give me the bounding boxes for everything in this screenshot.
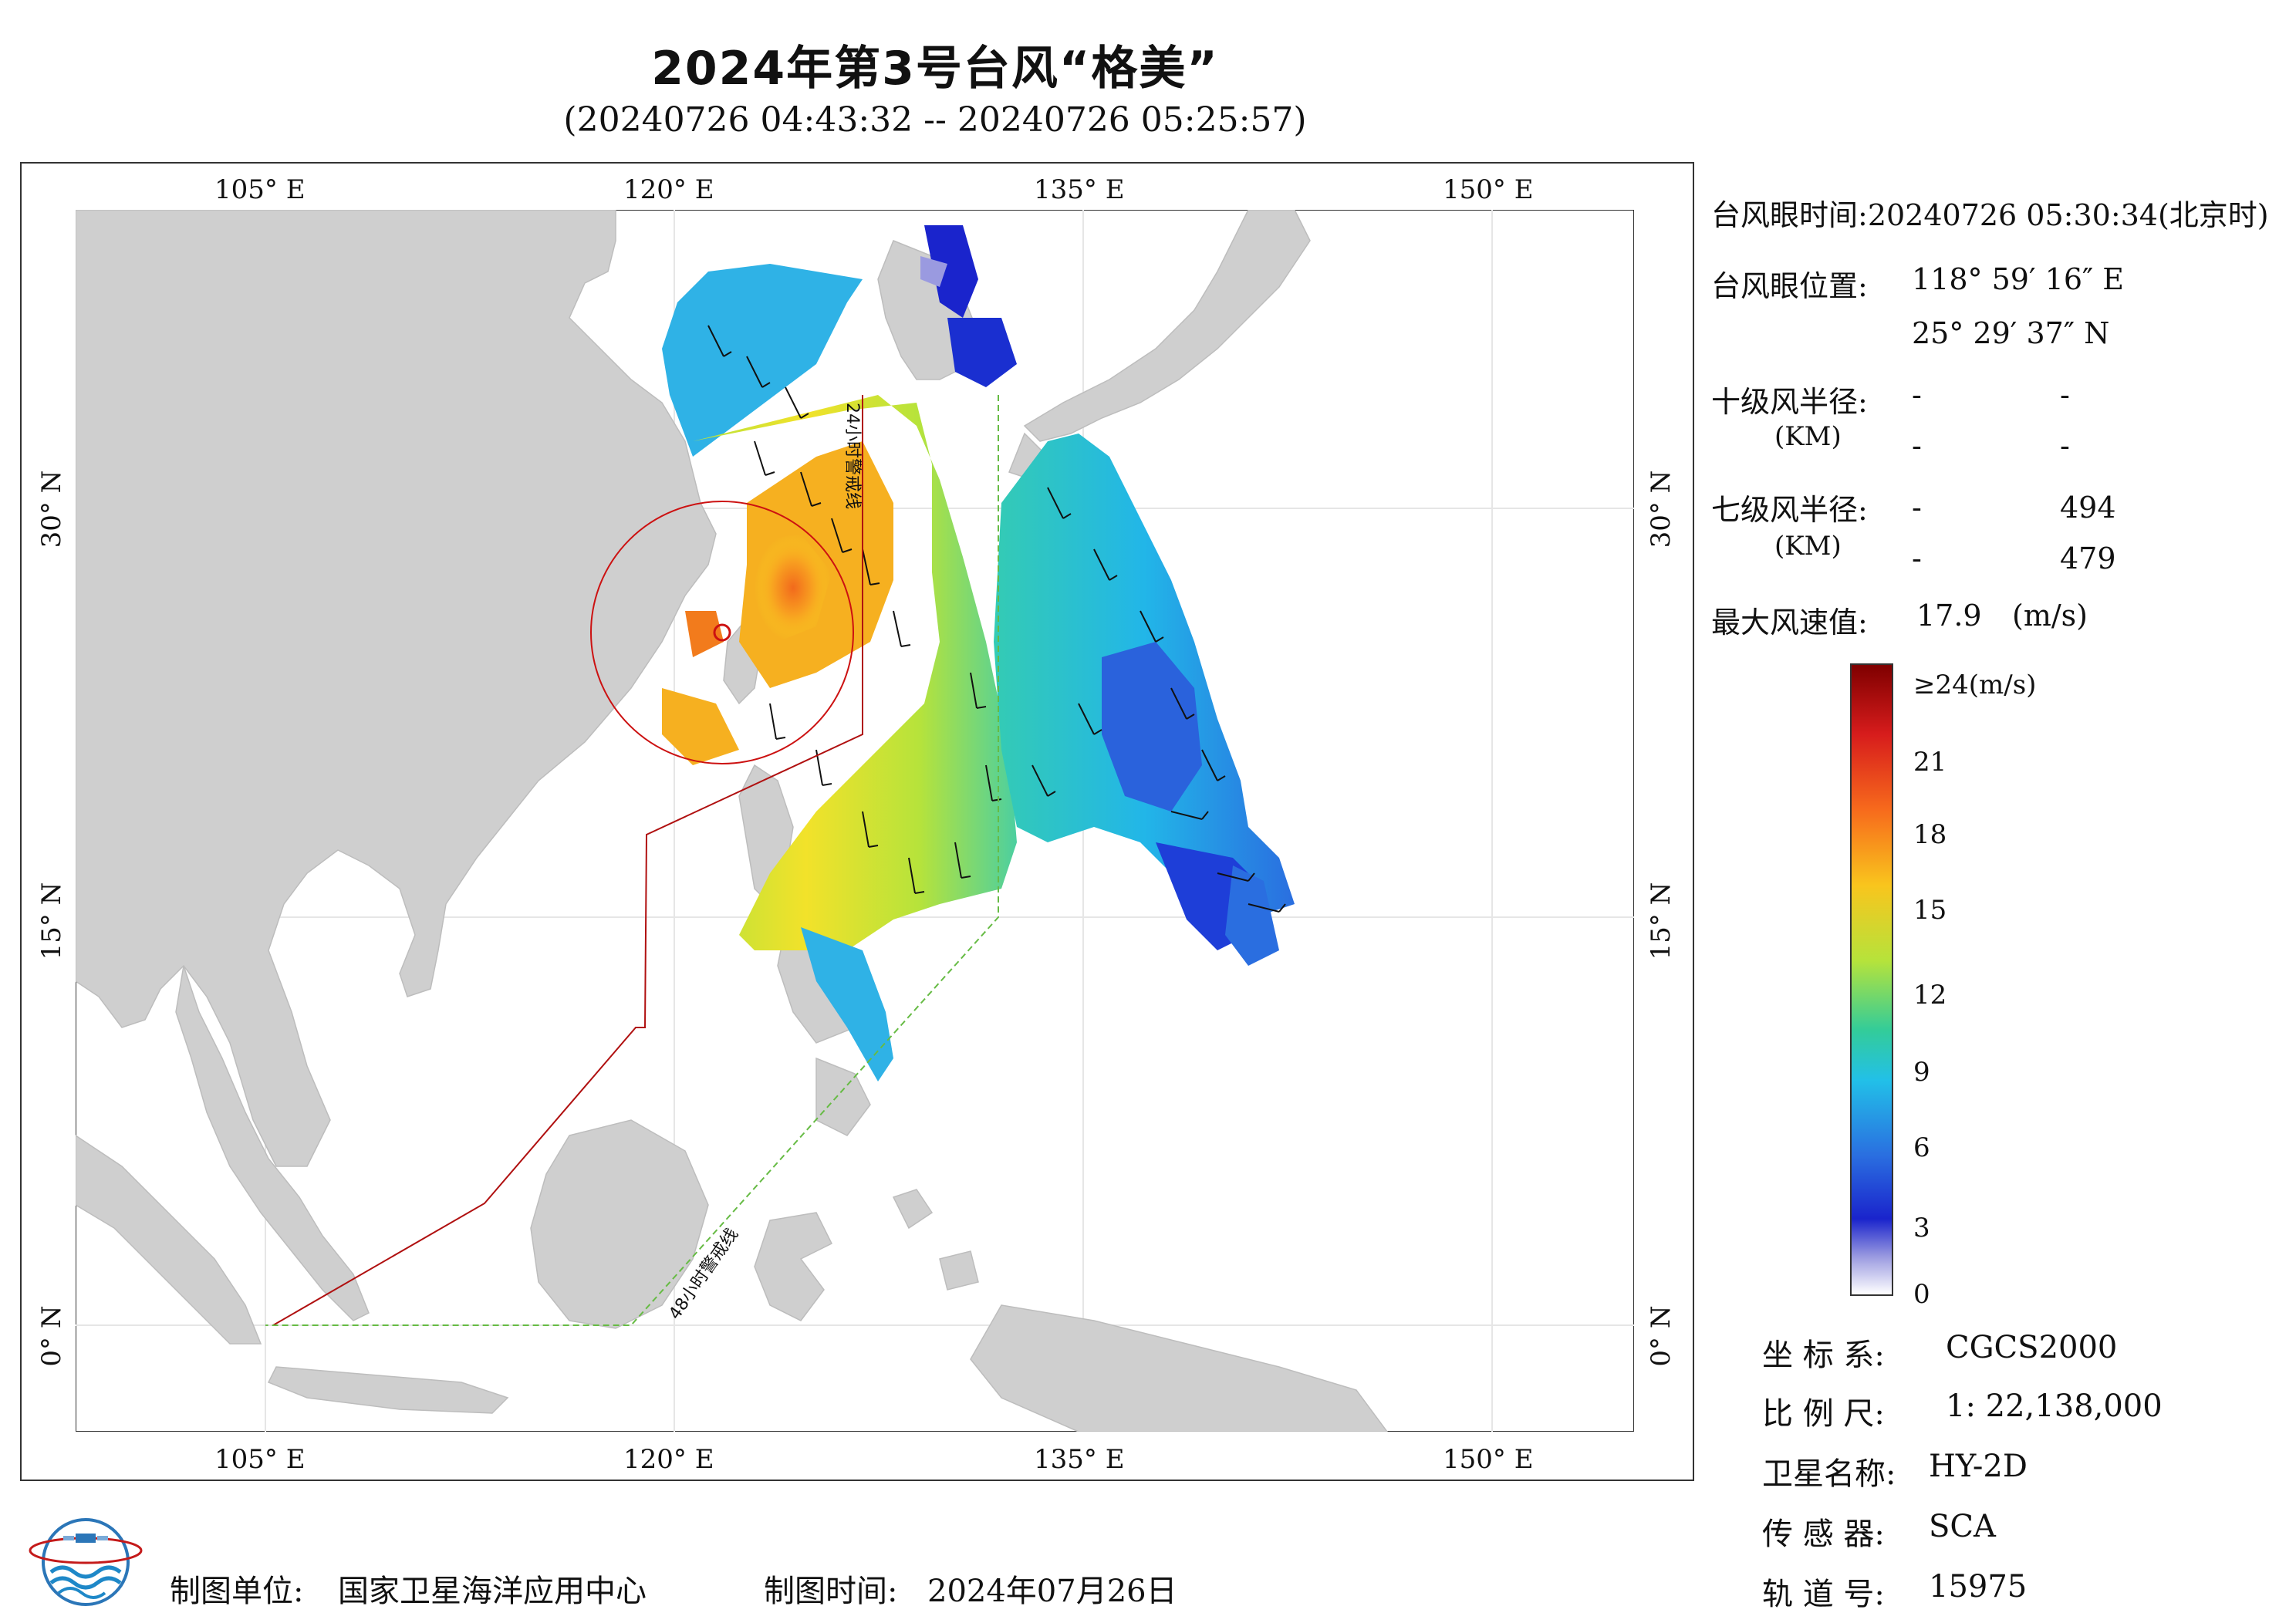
lon-label-bottom-105: 105° E: [214, 1444, 306, 1475]
lat-label-right-30: 30° N: [1646, 470, 1676, 548]
lon-label-bottom-150: 150° E: [1443, 1444, 1534, 1475]
colorbar: [1850, 663, 1893, 1296]
r7-value-2: 494: [2060, 491, 2116, 525]
eye-time-value: 20240726 05:30:34(北京时): [1867, 198, 2269, 232]
r10-value-3: -: [1912, 429, 1922, 463]
scale-label: 比 例 尺:: [1762, 1396, 1885, 1432]
orbit-value: 15975: [1929, 1569, 2028, 1604]
max-wind-unit: (m/s): [2012, 599, 2088, 633]
lon-label-top-120: 120° E: [623, 174, 714, 205]
satellite-value: HY-2D: [1929, 1449, 2028, 1484]
eye-position-label: 台风眼位置:: [1711, 269, 1868, 303]
sensor-value: SCA: [1929, 1509, 1996, 1544]
eye-time-row: 台风眼时间:20240726 05:30:34(北京时): [1711, 191, 2269, 234]
warning-line-24h: [272, 395, 863, 1326]
colorbar-label-3: 3: [1913, 1213, 1930, 1243]
producer-value: 国家卫星海洋应用中心: [338, 1574, 647, 1609]
colorbar-label-9: 9: [1913, 1057, 1930, 1088]
colorbar-label-21: 21: [1913, 747, 1947, 778]
r10-value-2: -: [2060, 378, 2070, 412]
production-date-value: 2024年07月26日: [927, 1574, 1177, 1609]
wind-field-map[interactable]: 24小时警戒线 48小时警戒线: [76, 210, 1634, 1432]
max-wind-value: 17.9: [1916, 599, 1982, 633]
typhoon-wind-radius-ring: [590, 501, 854, 764]
lon-label-bottom-120: 120° E: [623, 1444, 714, 1475]
wind-barbs: [707, 325, 1286, 913]
map-subtitle: (20240726 04:43:32 -- 20240726 05:25:57): [563, 100, 1307, 140]
wind-swath-east: [920, 225, 1295, 966]
production-date-label: 制图时间:: [764, 1574, 898, 1609]
r7-value-4: 479: [2060, 542, 2116, 575]
crs-label: 坐 标 系:: [1762, 1338, 1885, 1373]
r10-value-1: -: [1912, 378, 1922, 412]
colorbar-label-18: 18: [1913, 819, 1947, 850]
eye-position-row: 台风眼位置:: [1711, 262, 1868, 305]
r7-value-1: -: [1912, 491, 1922, 525]
colorbar-label-15: 15: [1913, 895, 1947, 926]
lon-label-top-105: 105° E: [214, 174, 306, 205]
lon-label-bottom-135: 135° E: [1034, 1444, 1125, 1475]
lon-label-top-135: 135° E: [1034, 174, 1125, 205]
wind-swath-west: [662, 264, 1017, 1081]
producer-label: 制图单位:: [170, 1574, 304, 1609]
orbit-label: 轨 道 号:: [1762, 1577, 1885, 1612]
lat-label-left-0: 0° N: [36, 1305, 67, 1367]
satellite-label: 卫星名称:: [1762, 1456, 1896, 1492]
land-masses: [76, 210, 1388, 1432]
eye-latitude: 25° 29′ 37″ N: [1912, 316, 2110, 350]
eye-longitude: 118° 59′ 16″ E: [1912, 262, 2125, 296]
r7-value-3: -: [1912, 542, 1922, 575]
r7-label: 七级风半径:: [1711, 493, 1868, 527]
lat-label-left-15: 15° N: [36, 882, 67, 960]
sensor-label: 传 感 器:: [1762, 1517, 1885, 1552]
colorbar-label-24: ≥24(m/s): [1913, 670, 2037, 700]
warning-label-24h: 24小时警戒线: [842, 403, 862, 509]
lat-label-right-0: 0° N: [1646, 1305, 1676, 1367]
warning-line-48h: [265, 395, 999, 1326]
map-frame: [20, 162, 1694, 1481]
r10-unit: (KM): [1774, 421, 1842, 452]
max-wind-row: 最大风速值:: [1711, 599, 1868, 641]
nsoas-logo: [29, 1518, 143, 1606]
lat-label-left-30: 30° N: [36, 470, 67, 548]
r10-value-4: -: [2060, 429, 2070, 463]
map-title: 2024年第3号台风“格美”: [651, 42, 1219, 96]
colorbar-label-0: 0: [1913, 1279, 1930, 1310]
lat-label-right-15: 15° N: [1646, 882, 1676, 960]
crs-value: CGCS2000: [1946, 1330, 2118, 1365]
max-wind-label: 最大风速值:: [1711, 606, 1868, 639]
r7-unit: (KM): [1774, 531, 1842, 562]
r10-label: 十级风半径:: [1711, 385, 1868, 419]
eye-time-label: 台风眼时间:: [1711, 198, 1868, 232]
lon-label-top-150: 150° E: [1443, 174, 1534, 205]
colorbar-label-12: 12: [1913, 980, 1947, 1011]
scale-value: 1: 22,138,000: [1946, 1388, 2163, 1424]
typhoon-eye-marker: [713, 623, 731, 642]
colorbar-label-6: 6: [1913, 1132, 1930, 1163]
